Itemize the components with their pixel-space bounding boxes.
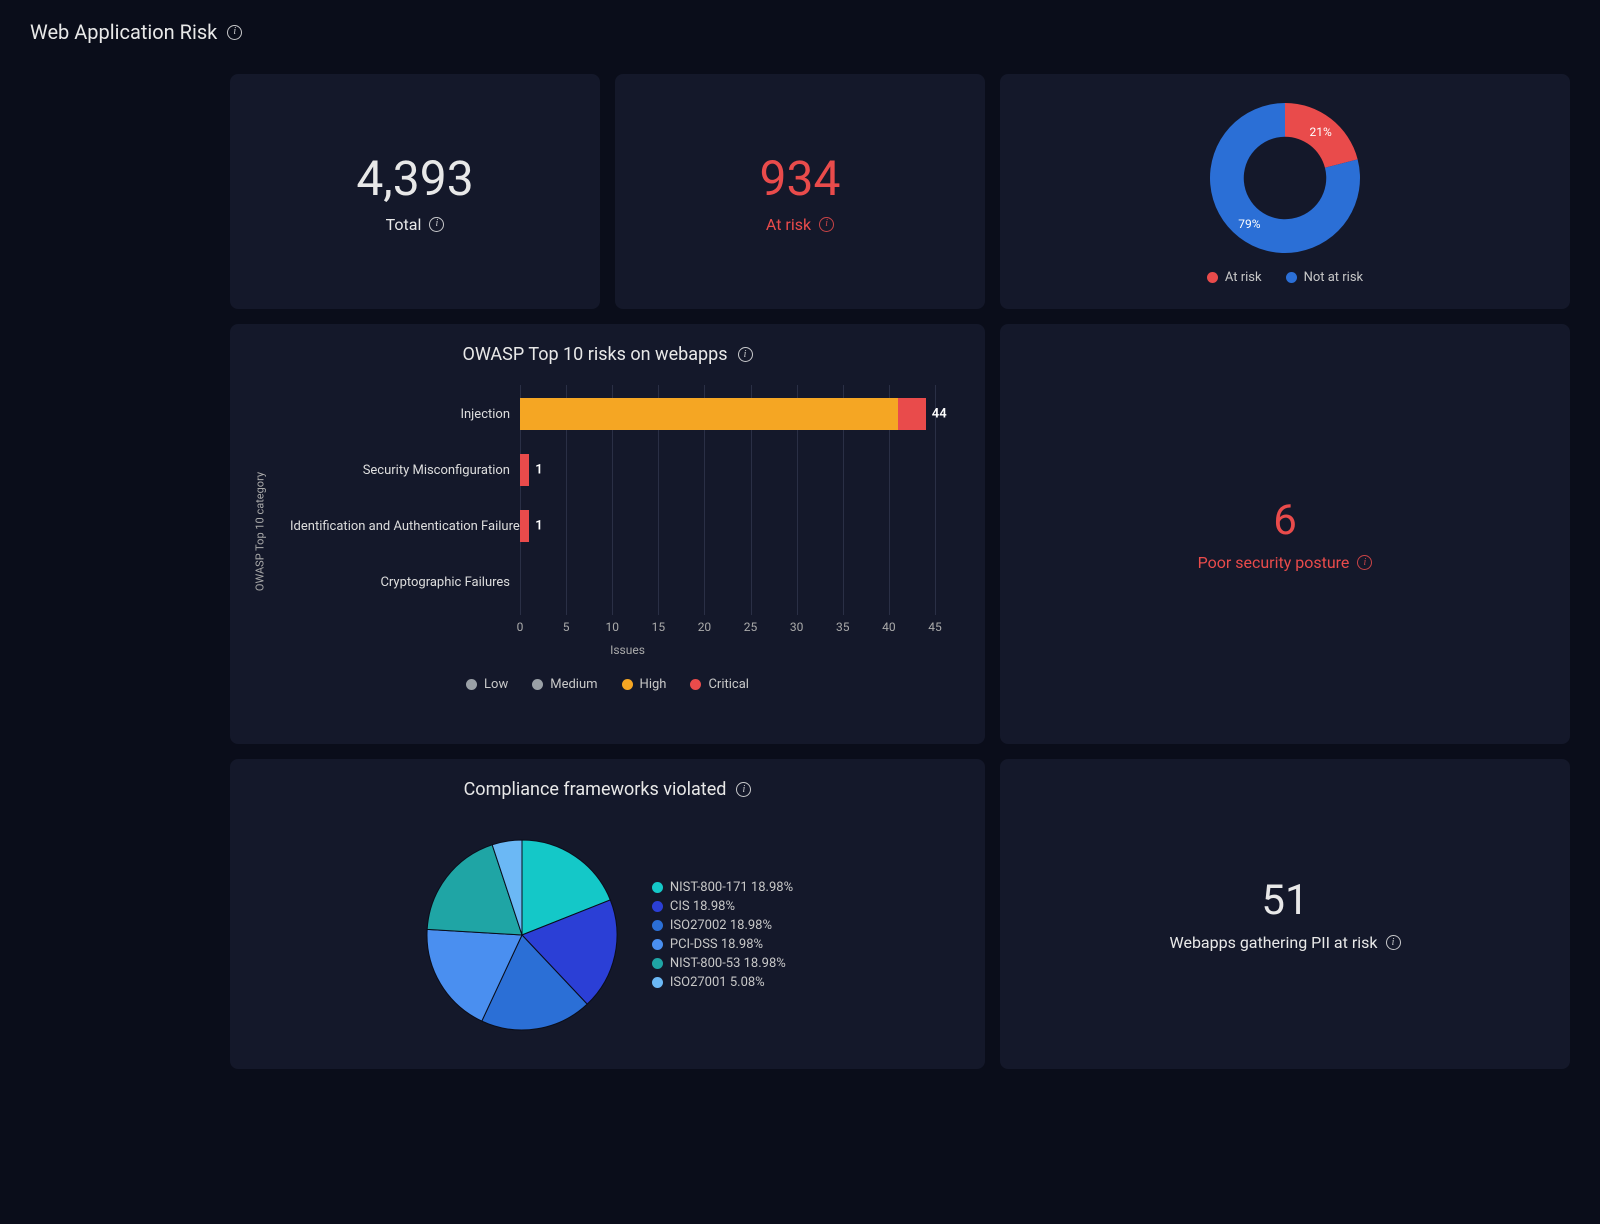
legend-item: CIS 18.98%: [652, 899, 793, 914]
legend-item: At risk: [1207, 270, 1262, 285]
x-tick-label: 10: [605, 620, 619, 634]
bar-category-label: Injection: [290, 407, 510, 422]
owasp-bar-chart: OWASP Top 10 category Injection44Securit…: [290, 385, 965, 665]
pii-card: 51 Webapps gathering PII at risk: [1000, 759, 1570, 1069]
legend-item: High: [622, 677, 667, 692]
info-icon[interactable]: [738, 347, 753, 362]
bar-category-label: Security Misconfiguration: [290, 463, 510, 478]
page-title: Web Application Risk: [30, 20, 1570, 44]
at-risk-card: 934 At risk: [615, 74, 985, 309]
donut-slice-label: 21%: [1309, 125, 1331, 139]
legend-item: Critical: [690, 677, 748, 692]
compliance-pie-chart: [422, 835, 622, 1035]
poor-posture-card: 6 Poor security posture: [1000, 324, 1570, 744]
owasp-x-axis-label: Issues: [610, 643, 645, 657]
legend-swatch: [690, 679, 701, 690]
total-value: 4,393: [356, 150, 473, 207]
poor-posture-label: Poor security posture: [1198, 553, 1373, 572]
info-icon[interactable]: [429, 217, 444, 232]
bar-category-label: Cryptographic Failures: [290, 575, 510, 590]
legend-item: Not at risk: [1286, 270, 1364, 285]
at-risk-label: At risk: [766, 215, 834, 234]
legend-swatch: [1207, 272, 1218, 283]
info-icon[interactable]: [736, 782, 751, 797]
legend-swatch: [652, 939, 663, 950]
legend-swatch: [532, 679, 543, 690]
bar-track: [520, 566, 935, 598]
info-icon[interactable]: [1357, 555, 1372, 570]
bar-segment[interactable]: [898, 398, 926, 430]
bar-track: 1: [520, 454, 935, 486]
bar-row: Identification and Authentication Failur…: [520, 502, 935, 550]
pii-value: 51: [1261, 876, 1308, 925]
bar-row: Security Misconfiguration1: [520, 446, 935, 494]
donut-slice-label: 79%: [1238, 217, 1260, 231]
legend-item: PCI-DSS 18.98%: [652, 937, 793, 952]
legend-swatch: [652, 958, 663, 969]
x-tick-label: 20: [698, 620, 712, 634]
info-icon[interactable]: [227, 25, 242, 40]
owasp-card: OWASP Top 10 risks on webapps OWASP Top …: [230, 324, 985, 744]
x-tick-label: 35: [836, 620, 850, 634]
bar-segment[interactable]: [520, 454, 529, 486]
x-tick-label: 30: [790, 620, 804, 634]
bar-row: Injection44: [520, 390, 935, 438]
page-title-text: Web Application Risk: [30, 20, 217, 44]
compliance-title: Compliance frameworks violated: [250, 779, 965, 800]
bar-segment[interactable]: [520, 510, 529, 542]
x-tick-label: 0: [517, 620, 524, 634]
compliance-legend: NIST-800-171 18.98% CIS 18.98% ISO27002 18…: [652, 876, 793, 994]
total-card: 4,393 Total: [230, 74, 600, 309]
legend-item: NIST-800-171 18.98%: [652, 880, 793, 895]
at-risk-value: 934: [760, 150, 841, 207]
legend-swatch: [652, 920, 663, 931]
legend-item: Medium: [532, 677, 597, 692]
x-tick-label: 25: [744, 620, 758, 634]
x-tick-label: 15: [652, 620, 666, 634]
bar-track: 1: [520, 510, 935, 542]
pii-label: Webapps gathering PII at risk: [1170, 933, 1401, 952]
poor-posture-value: 6: [1273, 496, 1297, 545]
info-icon[interactable]: [819, 217, 834, 232]
legend-item: NIST-800-53 18.98%: [652, 956, 793, 971]
bar-value-label: 1: [535, 519, 542, 534]
legend-swatch: [466, 679, 477, 690]
legend-swatch: [652, 977, 663, 988]
legend-swatch: [1286, 272, 1297, 283]
info-icon[interactable]: [1386, 935, 1401, 950]
x-tick-label: 45: [928, 620, 942, 634]
bar-value-label: 1: [535, 463, 542, 478]
compliance-card: Compliance frameworks violated NIST-800-…: [230, 759, 985, 1069]
risk-donut-chart: 21% 79%: [1195, 98, 1375, 258]
dashboard-grid: 4,393 Total 934 At risk 21% 79% At risk No…: [230, 74, 1560, 1069]
owasp-y-axis-label: OWASP Top 10 category: [254, 472, 267, 591]
legend-swatch: [622, 679, 633, 690]
x-tick-label: 5: [563, 620, 570, 634]
bar-segment[interactable]: [520, 398, 898, 430]
bar-row: Cryptographic Failures: [520, 558, 935, 606]
legend-swatch: [652, 882, 663, 893]
bar-value-label: 44: [932, 407, 947, 422]
donut-legend: At risk Not at risk: [1207, 270, 1363, 285]
bar-track: 44: [520, 398, 935, 430]
bar-category-label: Identification and Authentication Failur…: [290, 519, 510, 534]
legend-item: ISO27002 18.98%: [652, 918, 793, 933]
legend-item: ISO27001 5.08%: [652, 975, 793, 990]
total-label: Total: [386, 215, 445, 234]
legend-item: Low: [466, 677, 508, 692]
owasp-title: OWASP Top 10 risks on webapps: [250, 344, 965, 365]
x-tick-label: 40: [882, 620, 896, 634]
legend-swatch: [652, 901, 663, 912]
donut-card: 21% 79% At risk Not at risk: [1000, 74, 1570, 309]
owasp-legend: Low Medium High Critical: [250, 677, 965, 692]
